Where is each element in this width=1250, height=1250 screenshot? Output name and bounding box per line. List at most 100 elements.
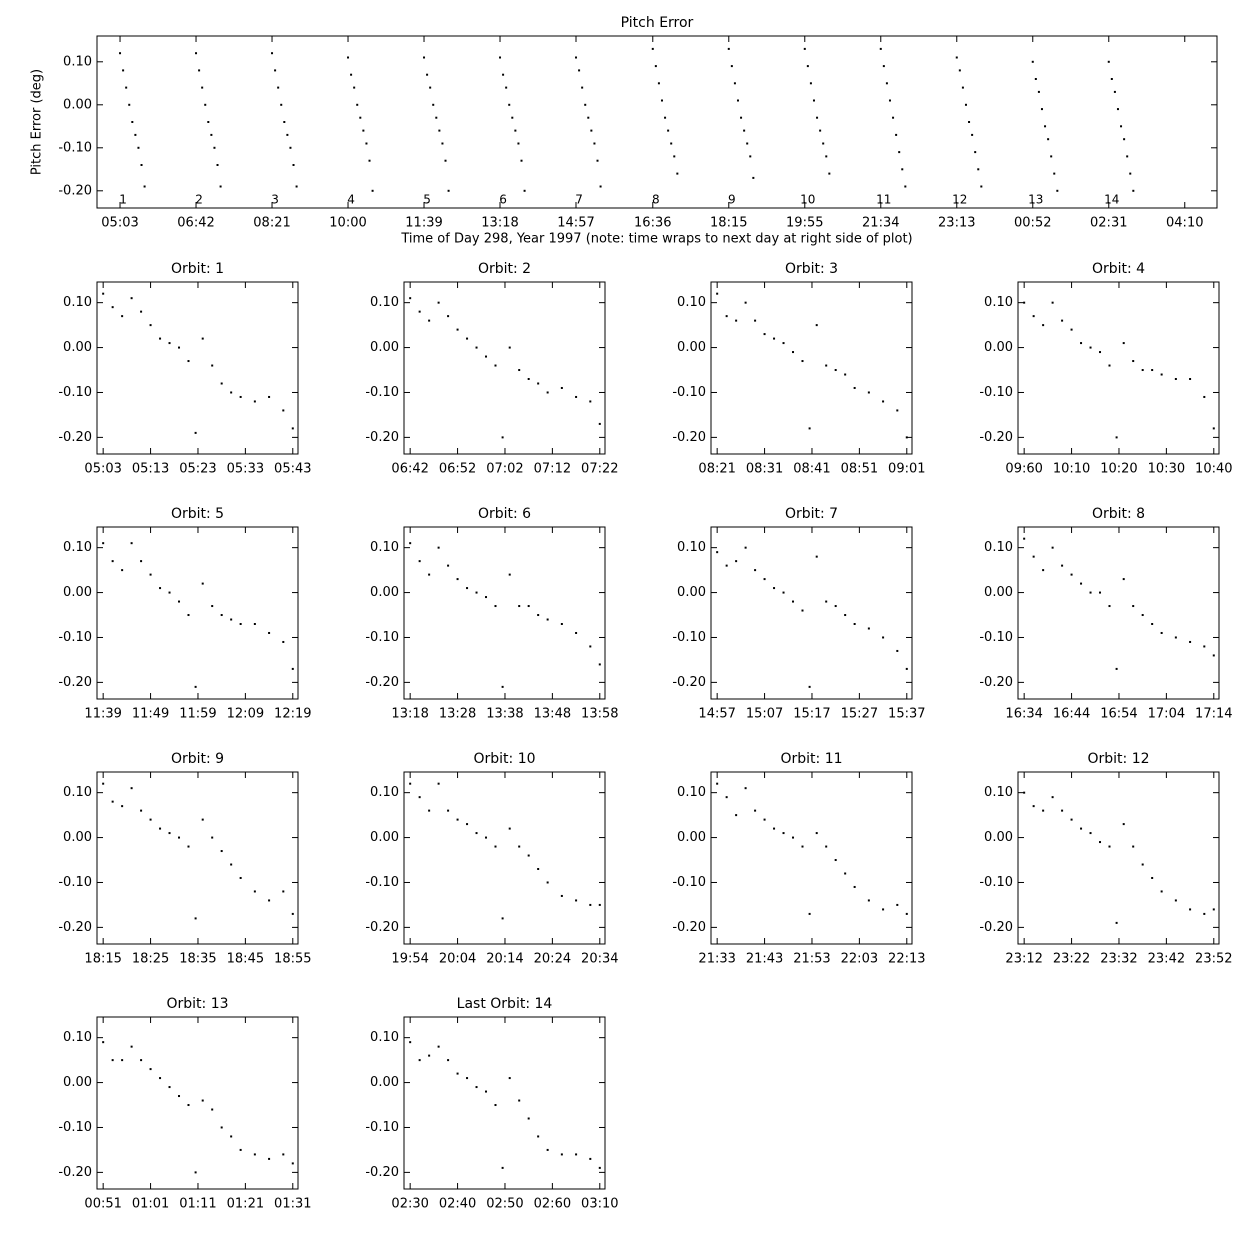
data-point xyxy=(815,324,818,327)
data-point xyxy=(441,142,444,145)
data-point xyxy=(508,103,511,106)
y-tick-label: 0.10 xyxy=(63,54,92,69)
data-point xyxy=(418,560,421,563)
x-tick-label: 08:31 xyxy=(746,462,783,477)
y-tick-label: 0.00 xyxy=(677,585,706,600)
x-tick-label: 09:01 xyxy=(888,462,925,477)
x-tick-label: 01:11 xyxy=(179,1197,216,1212)
data-point xyxy=(971,133,974,136)
x-tick-label: 13:38 xyxy=(486,707,523,722)
x-tick-label: 05:33 xyxy=(227,462,264,477)
data-point xyxy=(1023,537,1026,540)
chart-title: Orbit: 13 xyxy=(166,996,228,1012)
y-tick-label: 0.10 xyxy=(63,1030,92,1045)
data-point xyxy=(763,333,766,336)
x-tick-label: 11:39 xyxy=(405,216,442,231)
data-point xyxy=(159,337,162,340)
data-point xyxy=(803,47,806,50)
data-point xyxy=(187,614,190,617)
data-point xyxy=(882,65,885,68)
data-point xyxy=(1174,636,1177,639)
data-point xyxy=(283,121,286,123)
data-point xyxy=(527,854,530,857)
data-point xyxy=(168,591,171,594)
data-point xyxy=(130,787,133,790)
x-tick-label: 16:34 xyxy=(1005,707,1042,722)
data-point xyxy=(291,1162,294,1165)
data-point xyxy=(730,65,733,68)
y-tick-label: -0.10 xyxy=(58,875,92,890)
plot-frame xyxy=(1017,526,1220,700)
data-point xyxy=(1174,899,1177,902)
data-point xyxy=(1160,631,1163,634)
data-point xyxy=(834,605,837,608)
data-point xyxy=(1023,301,1026,304)
data-point xyxy=(735,319,738,322)
orbit-label: 10 xyxy=(800,193,815,207)
x-tick-label: 21:33 xyxy=(698,952,735,967)
data-point xyxy=(239,395,242,398)
y-axis-label: Pitch Error (deg) xyxy=(30,69,45,175)
data-point xyxy=(230,391,233,394)
x-tick-label: 01:31 xyxy=(274,1197,311,1212)
data-point xyxy=(282,409,285,412)
plot-frame xyxy=(96,35,1218,209)
data-point xyxy=(121,315,124,318)
data-point xyxy=(773,827,776,830)
data-point xyxy=(1141,863,1144,866)
data-point xyxy=(239,623,242,626)
orbit-label: 12 xyxy=(952,193,967,207)
data-point xyxy=(475,832,478,835)
data-point xyxy=(1107,60,1110,63)
data-point xyxy=(220,850,223,853)
y-tick-label: 0.00 xyxy=(63,585,92,600)
data-point xyxy=(896,409,899,412)
data-point xyxy=(347,56,350,59)
data-point xyxy=(822,142,825,145)
data-point xyxy=(159,827,162,830)
x-tick-label: 18:15 xyxy=(84,952,121,967)
x-tick-label: 05:13 xyxy=(132,462,169,477)
data-point xyxy=(1070,573,1073,576)
data-point xyxy=(744,546,747,549)
y-tick-label: 0.10 xyxy=(677,540,706,555)
x-tick-label: 10:20 xyxy=(1100,462,1137,477)
data-point xyxy=(867,627,870,630)
data-point xyxy=(1120,125,1123,128)
data-point xyxy=(511,116,514,119)
data-point xyxy=(201,86,204,89)
data-point xyxy=(494,1104,497,1107)
data-point xyxy=(596,159,599,162)
data-point xyxy=(763,818,766,821)
data-point xyxy=(905,436,908,439)
data-point xyxy=(667,129,670,132)
data-point xyxy=(958,69,961,72)
data-point xyxy=(505,86,508,89)
data-point xyxy=(867,899,870,902)
data-point xyxy=(187,845,190,848)
data-point xyxy=(187,360,190,363)
data-point xyxy=(664,116,667,119)
data-point xyxy=(1053,172,1056,175)
x-tick-label: 13:58 xyxy=(581,707,618,722)
data-point xyxy=(356,103,359,106)
data-point xyxy=(518,1099,521,1102)
x-tick-label: 03:10 xyxy=(581,1197,618,1212)
x-tick-label: 07:02 xyxy=(486,462,523,477)
data-point xyxy=(1160,373,1163,376)
data-point xyxy=(1132,189,1135,192)
y-tick-label: 0.00 xyxy=(63,830,92,845)
data-point xyxy=(1042,569,1045,572)
data-point xyxy=(1122,823,1125,826)
data-point xyxy=(102,782,105,785)
data-point xyxy=(501,1166,504,1169)
data-point xyxy=(368,159,371,162)
data-point xyxy=(437,546,440,549)
data-point xyxy=(502,73,505,76)
chart-title: Pitch Error xyxy=(621,15,694,31)
data-point xyxy=(882,400,885,403)
data-point xyxy=(466,587,469,590)
data-point xyxy=(149,1068,152,1071)
y-tick-label: 0.10 xyxy=(63,295,92,310)
orbit-label: 4 xyxy=(347,193,355,207)
